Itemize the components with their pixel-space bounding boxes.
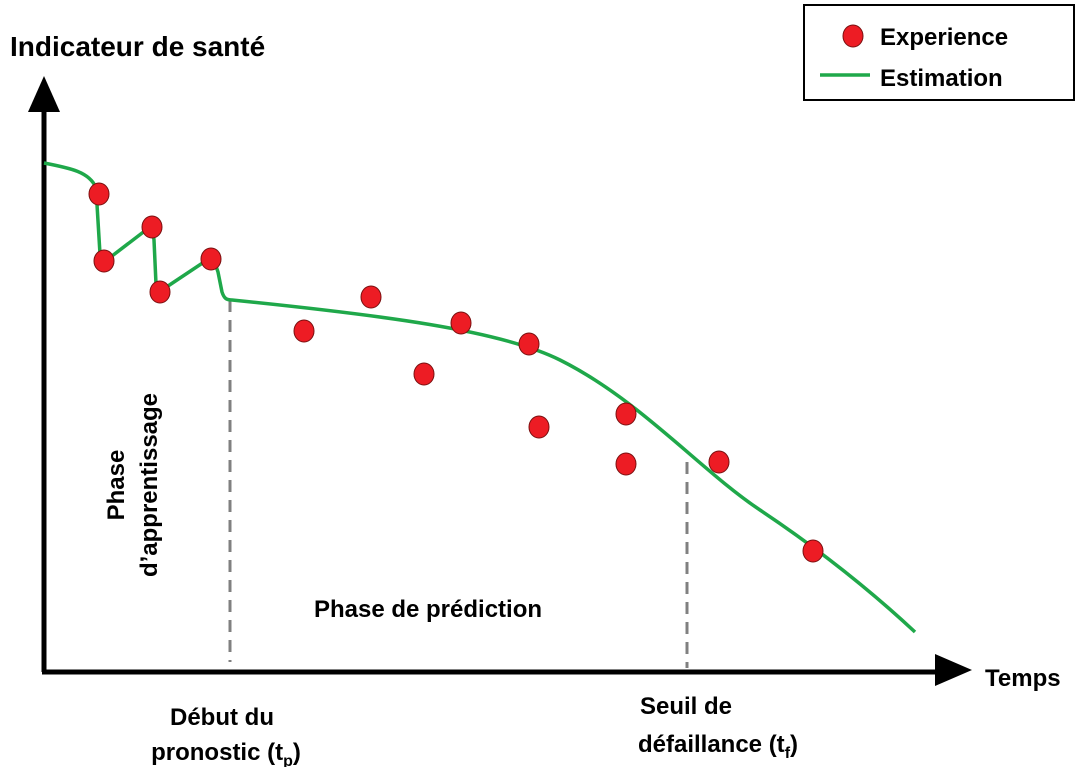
- point: [708, 450, 730, 474]
- label-part: ): [293, 739, 301, 766]
- legend-label: Experience: [880, 24, 1008, 51]
- point: [615, 452, 637, 476]
- point: [141, 215, 163, 239]
- label-part: ): [790, 731, 798, 758]
- prediction-phase-label: Phase de prédiction: [314, 596, 542, 623]
- point: [802, 539, 824, 563]
- point: [149, 280, 171, 304]
- point: [293, 319, 315, 343]
- point: [200, 247, 222, 271]
- y-axis-label: Indicateur de santé: [10, 31, 265, 62]
- point: [360, 285, 382, 309]
- legend-point: [842, 24, 864, 48]
- legend-box: [803, 4, 1075, 101]
- prognosis-label: pronostic (tp): [151, 739, 301, 767]
- point: [518, 332, 540, 356]
- point: [615, 402, 637, 426]
- label-sub: p: [283, 753, 293, 767]
- learning-phase-label: d’apprentissage: [136, 393, 163, 577]
- x-axis-label: Temps: [985, 665, 1061, 692]
- threshold-label: défaillance (tf): [638, 731, 798, 762]
- threshold-label: Seuil de: [640, 693, 732, 720]
- label-part: défaillance (t: [638, 731, 785, 758]
- point: [413, 362, 435, 386]
- legend-label: Estimation: [880, 65, 1003, 92]
- point: [450, 311, 472, 335]
- label-part: pronostic (t: [151, 739, 283, 766]
- label-sub: f: [785, 745, 791, 762]
- y-arrow: [28, 76, 60, 112]
- prognosis-label: Début du: [170, 704, 274, 731]
- x-arrow: [935, 654, 972, 686]
- point: [93, 249, 115, 273]
- learning-phase-label: Phase: [103, 450, 130, 521]
- point: [88, 182, 110, 206]
- estimation-curve: [43, 161, 917, 634]
- point: [528, 415, 550, 439]
- experience-points: [88, 182, 824, 563]
